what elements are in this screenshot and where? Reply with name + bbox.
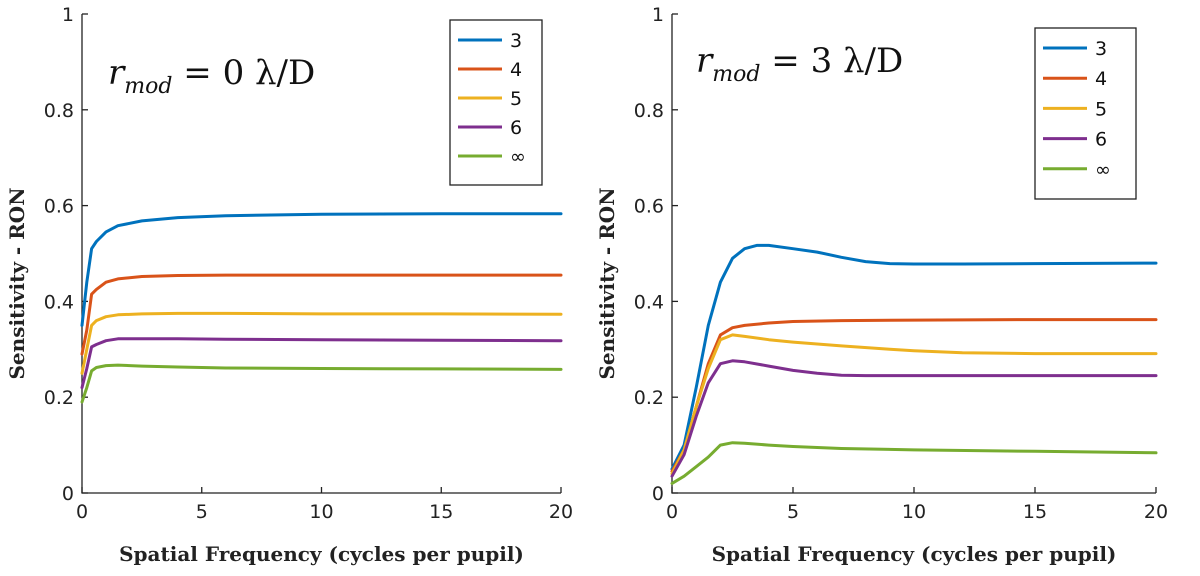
legend-box: [449, 19, 543, 186]
chart-panel-1: 0 5 10 15 20 0 0.2 0.4 0.6 0.8 1 Spatial Frequency …: [5, 4, 573, 566]
series-line-5: [80, 311, 563, 375]
x-tick-label: 15: [1023, 501, 1047, 523]
y-tick-label: 0: [62, 483, 74, 505]
y-tick-label: 0.6: [44, 196, 74, 218]
series-line-∞: [670, 441, 1158, 485]
x-tick-label: 20: [549, 501, 573, 523]
annotation: rmod = 0 λ/D: [108, 53, 315, 99]
x-tick-label: 0: [666, 501, 678, 523]
annotation: rmod = 3 λ/D: [696, 41, 903, 87]
legend-label: 6: [510, 117, 522, 139]
x-tick-label: 0: [76, 501, 88, 523]
series-line-6: [80, 337, 563, 390]
x-tick-label: 10: [902, 501, 926, 523]
legend-label: 4: [510, 59, 522, 81]
y-tick-label: 1: [62, 4, 74, 26]
legend-label: ∞: [1095, 159, 1111, 181]
y-tick-label: 0: [652, 483, 664, 505]
y-tick-label: 0.4: [634, 291, 664, 313]
x-tick-label: 20: [1144, 501, 1168, 523]
legend-label: 3: [510, 30, 522, 52]
series-line-3: [80, 212, 563, 327]
legend-label: 5: [510, 88, 522, 110]
x-tick-label: 15: [429, 501, 453, 523]
series-line-6: [670, 359, 1158, 478]
y-tick-label: 1: [652, 4, 664, 26]
y-tick-label: 0.4: [44, 291, 74, 313]
legend: 3 4 5 6 ∞: [449, 19, 543, 186]
y-tick-label: 0.8: [634, 100, 664, 122]
y-axis-label: Sensitivity - RON: [595, 187, 619, 379]
legend-label: 3: [1095, 38, 1107, 60]
series-line-4: [80, 273, 563, 356]
x-axis-label: Spatial Frequency (cycles per pupil): [712, 542, 1117, 566]
chart-panel-2: 0 5 10 15 20 0 0.2 0.4 0.6 0.8 1 Spatial Frequency …: [595, 4, 1168, 566]
legend-label: ∞: [510, 146, 526, 168]
y-tick-label: 0.6: [634, 196, 664, 218]
y-axis-label: Sensitivity - RON: [5, 187, 29, 379]
legend-label: 5: [1095, 98, 1107, 120]
y-tick-label: 0.2: [634, 387, 664, 409]
x-axis-label: Spatial Frequency (cycles per pupil): [119, 542, 524, 566]
series-line-3: [670, 243, 1158, 471]
y-tick-label: 0.8: [44, 100, 74, 122]
legend-label: 4: [1095, 68, 1107, 90]
legend-box: [1034, 27, 1137, 200]
legend-label: 6: [1095, 129, 1107, 151]
x-tick-label: 5: [196, 501, 208, 523]
series-line-5: [670, 333, 1158, 476]
x-tick-label: 10: [309, 501, 333, 523]
y-tick-label: 0.2: [44, 387, 74, 409]
x-tick-label: 5: [787, 501, 799, 523]
series-line-∞: [80, 363, 563, 404]
legend: 3 4 5 6 ∞: [1034, 27, 1137, 200]
